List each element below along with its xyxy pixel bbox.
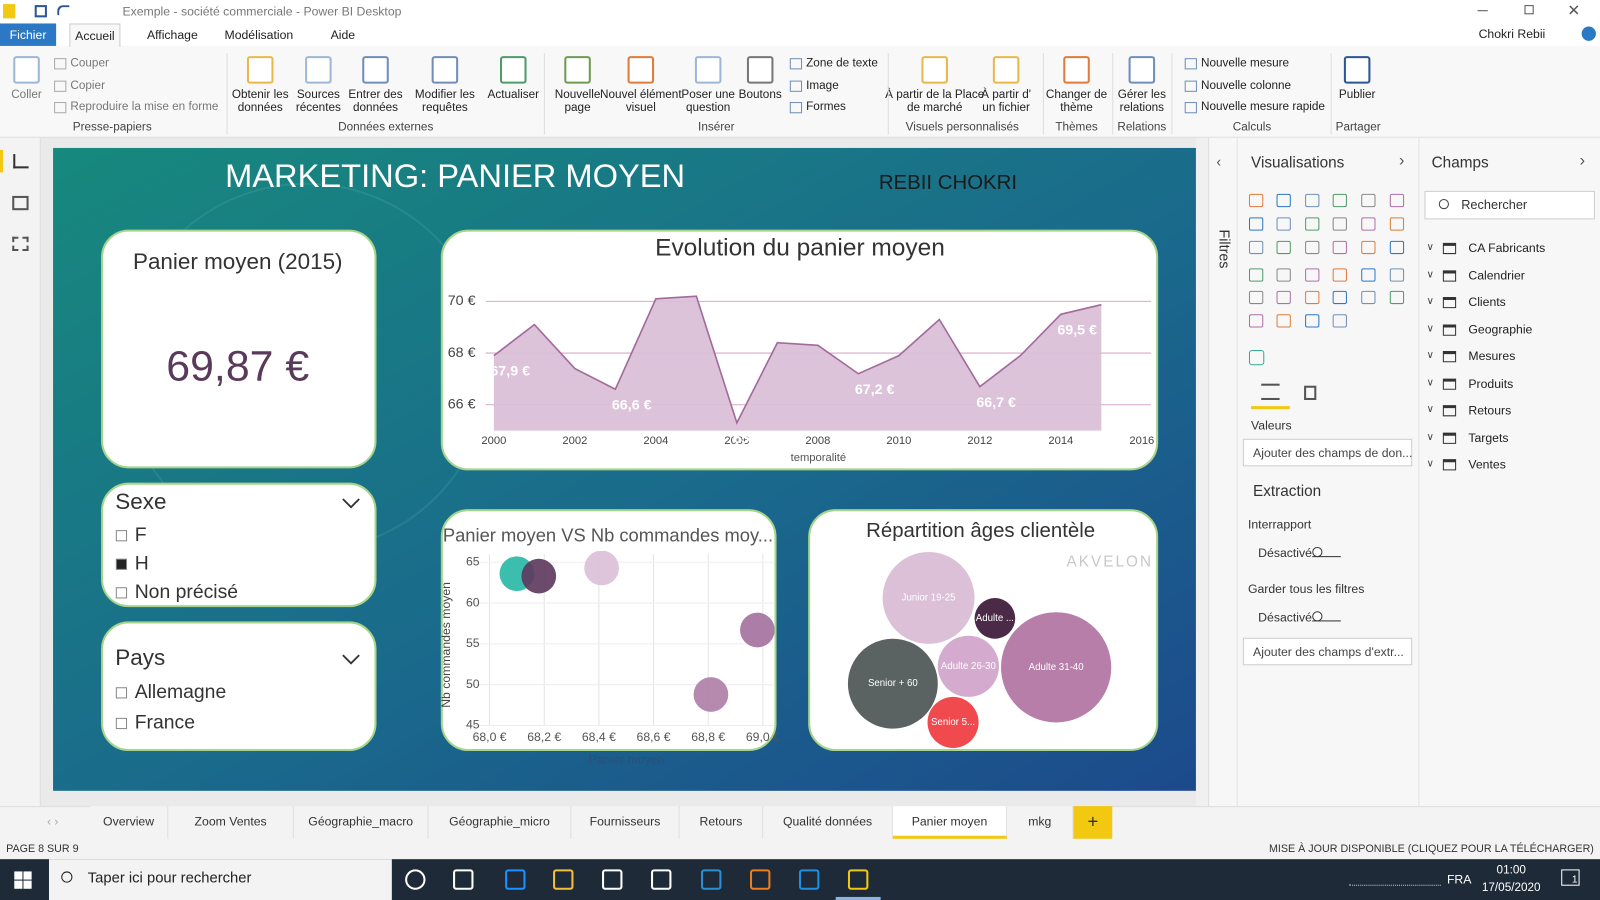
bubble — [937, 635, 999, 697]
slicer-checkbox[interactable] — [115, 587, 128, 599]
bubble-label: Junior 19-25 — [902, 593, 956, 604]
data-view-icon[interactable] — [12, 195, 29, 211]
y-tick-label: 45 — [466, 718, 480, 732]
y-tick-label: 60 — [466, 595, 480, 609]
scatter-point — [521, 558, 557, 594]
x-tick-label: 2016 — [1129, 435, 1154, 447]
slicer-option: France — [135, 712, 195, 734]
slicer-option: Non précisé — [135, 581, 238, 603]
slicer-checkbox[interactable] — [115, 687, 128, 699]
data-label: 66,6 € — [612, 397, 652, 413]
slicer-option: H — [135, 552, 149, 574]
report-view-icon[interactable] — [13, 154, 29, 169]
bubble-label: Senior + 60 — [868, 678, 918, 689]
x-tick-label: 2000 — [481, 435, 506, 447]
x-tick-label: 2004 — [643, 435, 668, 447]
model-view-icon[interactable] — [12, 236, 29, 252]
scatter-point — [693, 677, 729, 712]
bubble — [847, 638, 938, 729]
nav-active-marker — [0, 149, 4, 173]
x-tick-label: 2002 — [562, 435, 587, 447]
slicer-checkbox[interactable] — [115, 717, 128, 730]
y-tick-label: 50 — [466, 677, 480, 691]
slicer-checkbox[interactable] — [115, 530, 128, 542]
x-tick-label: 68,4 € — [582, 730, 616, 744]
bubble — [882, 552, 975, 644]
slicer-checkbox[interactable] — [115, 558, 128, 570]
line — [493, 295, 1102, 426]
chart-title: Répartition âges clientèle — [866, 520, 1095, 542]
data-label: 69,5 € — [1057, 322, 1097, 338]
data-label: 65,3 € — [733, 431, 773, 447]
report-title: MARKETING: PANIER MOYEN — [225, 157, 685, 194]
bubble — [974, 598, 1016, 639]
x-tick-label: 2006 — [724, 435, 749, 447]
filters-pane[interactable] — [1208, 137, 1237, 807]
bubble — [1000, 612, 1112, 723]
y-tick-label: 70 € — [448, 293, 476, 309]
slicer-title: Pays — [115, 645, 165, 670]
card-value: 69,87 € — [166, 343, 309, 391]
data-label: 67,2 € — [855, 382, 895, 398]
card-title: Panier moyen (2015) — [133, 249, 343, 274]
slicer — [101, 621, 377, 752]
data-label: 66,7 € — [976, 395, 1016, 411]
scatter-points — [499, 551, 775, 712]
x-tick-label: 2014 — [1048, 435, 1073, 447]
bubble-label: Adulte 31-40 — [1029, 662, 1085, 673]
x-tick-label: 69,0 € — [746, 730, 780, 744]
slicer-chevron — [342, 498, 360, 509]
x-tick-label: 2008 — [805, 435, 830, 447]
watermark: AKVELON — [1066, 553, 1153, 570]
pane-gap — [1195, 137, 1209, 807]
data-label: 67,9 € — [490, 364, 530, 380]
fields-pane — [1418, 137, 1600, 807]
x-tick-label: 2010 — [886, 435, 911, 447]
status-bar — [0, 838, 1600, 860]
area — [493, 296, 1102, 431]
x-tick-label: 68,6 € — [637, 730, 671, 744]
bubble-label: Adulte ... — [976, 613, 1014, 624]
y-tick-label: 68 € — [448, 345, 476, 361]
left-nav — [0, 137, 41, 807]
y-tick-label: 55 — [466, 636, 480, 650]
slicer-option: F — [135, 524, 147, 546]
slicer-title: Sexe — [115, 489, 166, 514]
y-tick-label: 65 — [466, 554, 480, 568]
x-tick-label: 2012 — [967, 435, 992, 447]
bubble-label: Senior 5... — [931, 717, 975, 728]
slicer — [101, 482, 377, 608]
slicer-chevron — [342, 654, 360, 665]
x-axis-label: temporalité — [791, 452, 847, 464]
slicer-option: Allemagne — [135, 681, 227, 703]
scatter-visual — [440, 509, 777, 752]
report-author: REBII CHOKRI — [879, 172, 1017, 194]
x-tick-label: 68,2 € — [527, 730, 561, 744]
x-tick-label: 68,0 € — [473, 730, 507, 744]
scatter-point — [584, 551, 619, 586]
bubble-label: Adulte 26-30 — [941, 661, 997, 672]
chart-title: Evolution du panier moyen — [655, 234, 945, 261]
y-axis-label: Nb commandes moyen — [439, 582, 453, 708]
y-tick-label: 66 € — [448, 397, 476, 413]
x-axis-label: Panier moyen — [589, 752, 665, 766]
card-visual — [101, 229, 377, 469]
bubble — [927, 696, 979, 748]
title-bar — [0, 0, 1600, 46]
visualizations-pane — [1236, 137, 1419, 807]
chart-title: Panier moyen VS Nb commandes moy... — [443, 525, 773, 546]
scatter-point — [740, 612, 775, 648]
x-tick-label: 68,8 € — [691, 730, 725, 744]
